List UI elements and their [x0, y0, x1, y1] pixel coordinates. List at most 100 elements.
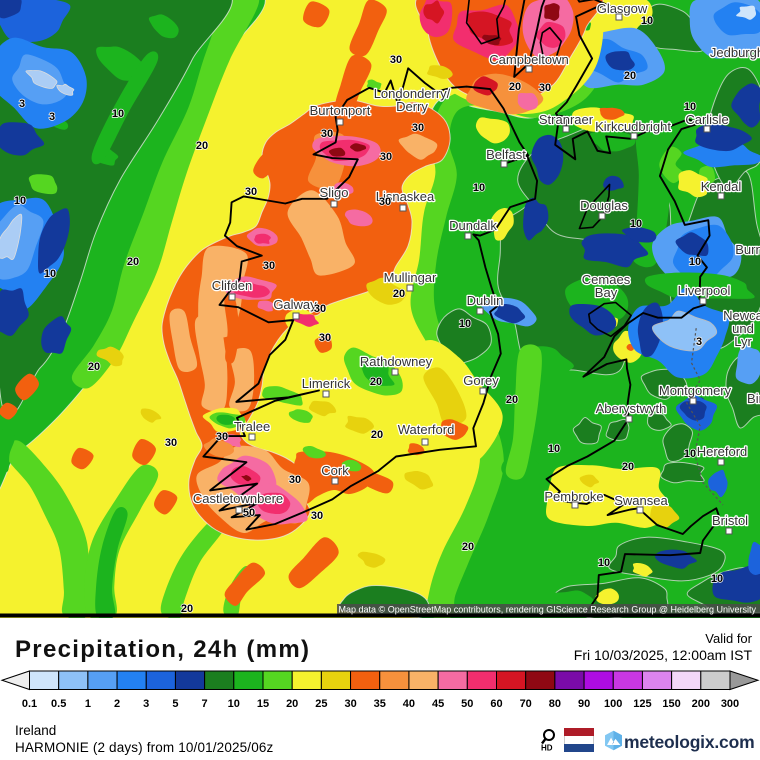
svg-text:30: 30: [245, 186, 257, 198]
svg-text:10: 10: [630, 218, 642, 230]
svg-text:Clifden: Clifden: [212, 278, 252, 293]
svg-text:30: 30: [380, 151, 392, 163]
svg-text:Waterford: Waterford: [398, 422, 455, 437]
svg-text:20: 20: [506, 394, 518, 406]
svg-text:20: 20: [462, 541, 474, 553]
svg-text:20: 20: [181, 603, 193, 615]
svg-text:30: 30: [321, 128, 333, 140]
svg-text:7: 7: [202, 698, 208, 710]
svg-text:Dublin: Dublin: [467, 293, 504, 308]
svg-text:20: 20: [127, 256, 139, 268]
svg-text:30: 30: [379, 196, 391, 208]
svg-text:HD: HD: [541, 744, 553, 753]
svg-text:Montgomery: Montgomery: [659, 383, 732, 398]
svg-text:Map data © OpenStreetMap contr: Map data © OpenStreetMap contributors, r…: [339, 605, 757, 615]
svg-text:2: 2: [114, 698, 120, 710]
svg-text:50: 50: [243, 507, 255, 519]
svg-text:Lisnaskea: Lisnaskea: [376, 189, 435, 204]
svg-text:80: 80: [549, 698, 561, 710]
svg-text:Pembroke: Pembroke: [544, 489, 603, 504]
svg-text:30: 30: [319, 332, 331, 344]
svg-text:35: 35: [374, 698, 386, 710]
svg-text:Swansea: Swansea: [614, 493, 668, 508]
svg-text:5: 5: [172, 698, 178, 710]
svg-text:10: 10: [473, 182, 485, 194]
svg-text:Tralee: Tralee: [234, 419, 270, 434]
svg-text:Bay: Bay: [595, 285, 618, 300]
svg-text:30: 30: [314, 303, 326, 315]
svg-text:und: und: [732, 321, 754, 336]
svg-text:200: 200: [692, 698, 710, 710]
svg-text:Newca: Newca: [723, 308, 760, 323]
svg-text:20: 20: [509, 81, 521, 93]
svg-text:Kirkcudbright: Kirkcudbright: [595, 119, 671, 134]
svg-text:Cemaes: Cemaes: [582, 272, 631, 287]
svg-text:20: 20: [88, 361, 100, 373]
svg-text:3: 3: [49, 111, 55, 123]
svg-text:10: 10: [459, 318, 471, 330]
svg-text:10: 10: [641, 15, 653, 27]
svg-text:3: 3: [19, 98, 25, 110]
svg-text:20: 20: [286, 698, 298, 710]
svg-text:30: 30: [412, 122, 424, 134]
svg-text:Stranraer: Stranraer: [539, 112, 594, 127]
svg-text:45: 45: [432, 698, 444, 710]
svg-text:125: 125: [633, 698, 651, 710]
svg-text:10: 10: [228, 698, 240, 710]
svg-text:Hereford: Hereford: [697, 444, 748, 459]
svg-text:20: 20: [370, 376, 382, 388]
svg-text:Carlisle: Carlisle: [685, 112, 728, 127]
svg-text:Derry: Derry: [396, 99, 428, 114]
svg-text:20: 20: [624, 70, 636, 82]
svg-text:Bristol: Bristol: [712, 513, 748, 528]
svg-text:300: 300: [721, 698, 739, 710]
svg-text:0.1: 0.1: [22, 698, 37, 710]
svg-text:Mullingar: Mullingar: [384, 270, 437, 285]
svg-text:25: 25: [315, 698, 327, 710]
svg-text:Limerick: Limerick: [302, 376, 351, 391]
svg-text:Burn: Burn: [735, 242, 760, 257]
svg-text:30: 30: [216, 431, 228, 443]
svg-text:10: 10: [112, 108, 124, 120]
svg-text:15: 15: [257, 698, 269, 710]
svg-text:60: 60: [490, 698, 502, 710]
svg-text:Kendal: Kendal: [701, 179, 742, 194]
svg-text:10: 10: [689, 256, 701, 268]
svg-text:150: 150: [662, 698, 680, 710]
svg-text:Rathdowney: Rathdowney: [360, 354, 433, 369]
svg-text:30: 30: [165, 437, 177, 449]
svg-text:Aberystwyth: Aberystwyth: [596, 401, 667, 416]
svg-text:Douglas: Douglas: [580, 198, 628, 213]
svg-text:30: 30: [289, 474, 301, 486]
svg-text:20: 20: [393, 288, 405, 300]
svg-text:Gorey: Gorey: [463, 373, 499, 388]
svg-text:Campbeltown: Campbeltown: [489, 52, 569, 67]
svg-text:Belfast: Belfast: [486, 147, 526, 162]
svg-text:40: 40: [403, 698, 415, 710]
svg-text:90: 90: [578, 698, 590, 710]
svg-text:20: 20: [622, 461, 634, 473]
svg-text:50: 50: [461, 698, 473, 710]
svg-text:Castletownbere: Castletownbere: [193, 491, 283, 506]
svg-text:10: 10: [598, 557, 610, 569]
svg-text:100: 100: [604, 698, 622, 710]
svg-text:Burtonport: Burtonport: [310, 103, 371, 118]
svg-text:3: 3: [696, 336, 702, 348]
svg-text:Glasgow: Glasgow: [597, 1, 648, 16]
svg-text:Galway: Galway: [273, 297, 317, 312]
svg-text:Bir: Bir: [747, 391, 760, 406]
svg-text:Londonderry/: Londonderry/: [374, 86, 451, 101]
svg-text:10: 10: [548, 443, 560, 455]
svg-text:30: 30: [539, 82, 551, 94]
svg-text:Lyr: Lyr: [734, 334, 752, 349]
svg-text:10: 10: [684, 101, 696, 113]
svg-text:70: 70: [520, 698, 532, 710]
svg-text:Cork: Cork: [321, 463, 349, 478]
svg-text:Sligo: Sligo: [320, 185, 349, 200]
svg-text:20: 20: [196, 140, 208, 152]
svg-text:Dundalk: Dundalk: [449, 218, 497, 233]
svg-text:30: 30: [311, 510, 323, 522]
svg-text:10: 10: [14, 195, 26, 207]
svg-text:10: 10: [684, 448, 696, 460]
svg-text:10: 10: [44, 268, 56, 280]
